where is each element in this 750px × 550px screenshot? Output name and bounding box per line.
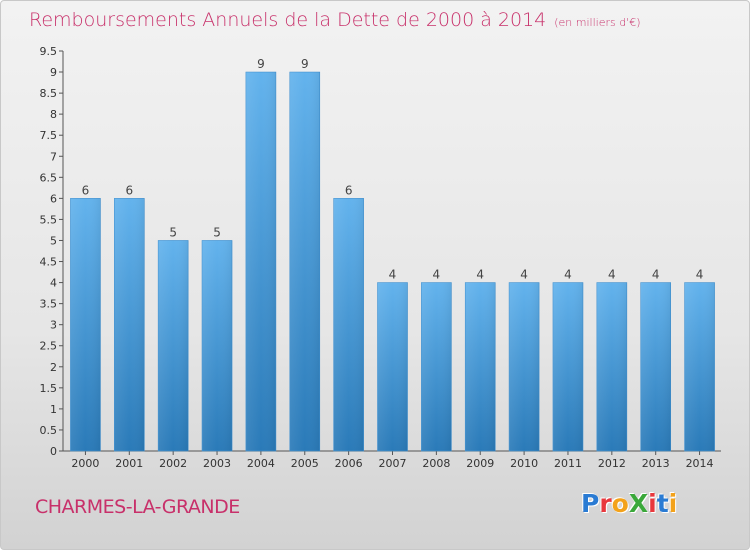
bar-sheen [333, 198, 364, 451]
logo-letter: i [648, 489, 657, 518]
y-tick-label: 0.5 [40, 424, 58, 437]
y-tick-label: 0 [50, 445, 57, 458]
data-label: 4 [608, 268, 616, 282]
data-label: 6 [125, 183, 133, 197]
bar-sheen [202, 240, 233, 451]
x-tick-label: 2003 [203, 457, 231, 470]
bar-sheen [245, 72, 276, 451]
data-label: 9 [301, 57, 309, 71]
y-tick-label: 2.5 [40, 340, 58, 353]
bar-sheen [377, 282, 408, 451]
x-tick-label: 2008 [422, 457, 450, 470]
logo-letter: o [611, 489, 629, 518]
x-tick-label: 2009 [466, 457, 494, 470]
data-label: 4 [433, 268, 441, 282]
bar-sheen [552, 282, 583, 451]
data-label: 4 [476, 268, 484, 282]
bar-sheen [289, 72, 320, 451]
y-tick-label: 5 [50, 234, 57, 247]
data-label: 5 [213, 225, 221, 239]
x-tick-label: 2000 [71, 457, 99, 470]
x-tick-label: 2001 [115, 457, 143, 470]
bar-sheen [158, 240, 189, 451]
data-label: 4 [652, 268, 660, 282]
data-label: 4 [696, 268, 704, 282]
bar-sheen [509, 282, 540, 451]
x-tick-label: 2010 [510, 457, 538, 470]
logo-letter: P [581, 489, 600, 518]
y-tick-label: 6.5 [40, 171, 58, 184]
chart-title-text: Remboursements Annuels de la Dette de 20… [29, 9, 547, 31]
y-tick-label: 5.5 [40, 213, 58, 226]
y-tick-label: 7.5 [40, 129, 58, 142]
y-tick-label: 4 [50, 277, 57, 290]
y-tick-label: 8.5 [40, 87, 58, 100]
y-tick-label: 9.5 [40, 45, 58, 58]
x-tick-label: 2002 [159, 457, 187, 470]
y-tick-label: 9 [50, 66, 57, 79]
data-label: 6 [345, 183, 353, 197]
chart-subtitle: (en milliers d'€) [554, 16, 641, 29]
x-tick-label: 2007 [379, 457, 407, 470]
bar-sheen [465, 282, 496, 451]
y-tick-label: 2 [50, 361, 57, 374]
y-tick-label: 1 [50, 403, 57, 416]
data-label: 9 [257, 57, 265, 71]
y-tick-label: 3 [50, 319, 57, 332]
logo-letter: X [628, 489, 649, 518]
y-tick-label: 8 [50, 108, 57, 121]
commune-name: CHARMES-LA-GRANDE [35, 496, 240, 518]
proxiti-logo: ProXiti [581, 489, 677, 518]
y-tick-label: 7 [50, 150, 57, 163]
logo-letter: r [599, 489, 612, 518]
logo-letter: t [656, 489, 669, 518]
bar-sheen [421, 282, 452, 451]
x-tick-label: 2005 [291, 457, 319, 470]
bar-sheen [640, 282, 671, 451]
x-tick-label: 2014 [686, 457, 714, 470]
data-label: 4 [389, 268, 397, 282]
data-label: 4 [520, 268, 528, 282]
logo-letter: i [668, 489, 678, 518]
data-label: 4 [564, 268, 572, 282]
y-tick-label: 4.5 [40, 256, 58, 269]
data-label: 6 [82, 183, 90, 197]
y-tick-label: 1.5 [40, 382, 58, 395]
bar-sheen [114, 198, 145, 451]
x-tick-label: 2011 [554, 457, 582, 470]
x-tick-label: 2004 [247, 457, 275, 470]
x-tick-label: 2013 [642, 457, 670, 470]
y-tick-label: 6 [50, 192, 57, 205]
y-tick-label: 3.5 [40, 298, 58, 311]
x-tick-label: 2006 [335, 457, 363, 470]
data-label: 5 [169, 225, 177, 239]
chart-title: Remboursements Annuels de la Dette de 20… [29, 9, 641, 31]
bar-chart: 0 0.5 1 1.5 2 2.5 3 3.5 4 4.5 5 5.5 6 6.5 7 7.5 8 8.5 9 9.5… [40, 45, 721, 470]
bar-sheen [70, 198, 101, 451]
x-tick-label: 2012 [598, 457, 626, 470]
bar-sheen [596, 282, 627, 451]
bar-sheen [684, 282, 715, 451]
